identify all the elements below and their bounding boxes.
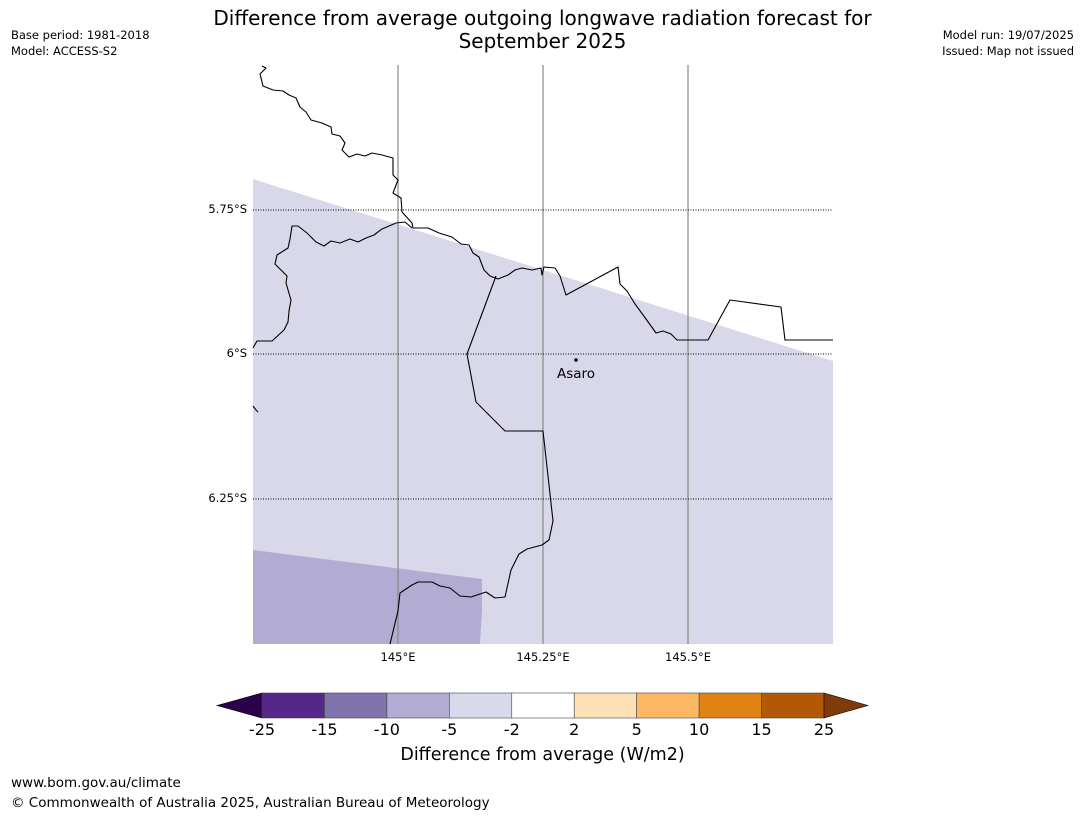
colorbar-tick-label: -5	[441, 720, 458, 739]
boundary-north	[259, 65, 833, 341]
colorbar	[215, 692, 870, 719]
colorbar-tick-label: -25	[248, 720, 276, 739]
colorbar-tick-label: -15	[311, 720, 338, 739]
boundary-west	[252, 221, 413, 349]
colorbar-segment	[511, 692, 575, 719]
colorbar-segment	[573, 692, 637, 719]
map-title: Difference from average outgoing longwav…	[150, 7, 935, 53]
colorbar-tick-label: 10	[688, 720, 710, 739]
colorbar-segment	[698, 692, 762, 719]
model-text: Model: ACCESS-S2	[11, 44, 118, 58]
colorbar-segment	[324, 692, 388, 719]
colorbar-segment	[636, 692, 700, 719]
colorbar-tick-label: 2	[569, 720, 580, 739]
title-line-1: Difference from average outgoing longwav…	[213, 6, 872, 30]
boundary-internal	[389, 275, 554, 645]
colorbar-segment	[386, 692, 450, 719]
region-mid-purple	[253, 550, 482, 644]
colorbar-over-arrow	[823, 692, 870, 719]
colorbar-label: Difference from average (W/m2)	[0, 745, 1085, 765]
asaro-label: Asaro	[557, 366, 595, 382]
colorbar-tick-label: -2	[503, 720, 520, 739]
lat-label-6-25: 6.25°S	[208, 491, 247, 505]
lon-label-145-5: 145.5°E	[665, 650, 711, 664]
model-run-text: Model run: 19/07/2025	[942, 28, 1074, 42]
colorbar-tick-label: 5	[631, 720, 642, 739]
metadata-left: Base period: 1981-2018 Model: ACCESS-S2	[11, 27, 150, 59]
lon-label-145-25: 145.25°E	[516, 650, 569, 664]
lat-label-5-75: 5.75°S	[208, 202, 247, 216]
colorbar-tick-label: -10	[373, 720, 400, 739]
colorbar-segment	[449, 692, 513, 719]
footer-copyright: © Commonwealth of Australia 2025, Austra…	[11, 795, 490, 811]
colorbar-segment	[261, 692, 325, 719]
footer-url: www.bom.gov.au/climate	[11, 775, 181, 791]
base-period-text: Base period: 1981-2018	[11, 28, 150, 42]
colorbar-label-text: Difference from average (W/m2)	[400, 745, 685, 765]
lon-label-145: 145°E	[381, 650, 416, 664]
lat-label-6: 6°S	[227, 346, 247, 360]
colorbar-under-arrow	[215, 692, 263, 719]
colorbar-tick-label: 25	[813, 720, 835, 739]
colorbar-tick-label: 15	[751, 720, 772, 739]
issued-text: Issued: Map not issued	[942, 44, 1074, 58]
metadata-right: Model run: 19/07/2025 Issued: Map not is…	[942, 27, 1074, 59]
title-line-2: September 2025	[458, 29, 627, 53]
asaro-marker	[574, 358, 578, 362]
colorbar-segment	[761, 692, 825, 719]
boundary-fragment-west	[252, 405, 259, 413]
